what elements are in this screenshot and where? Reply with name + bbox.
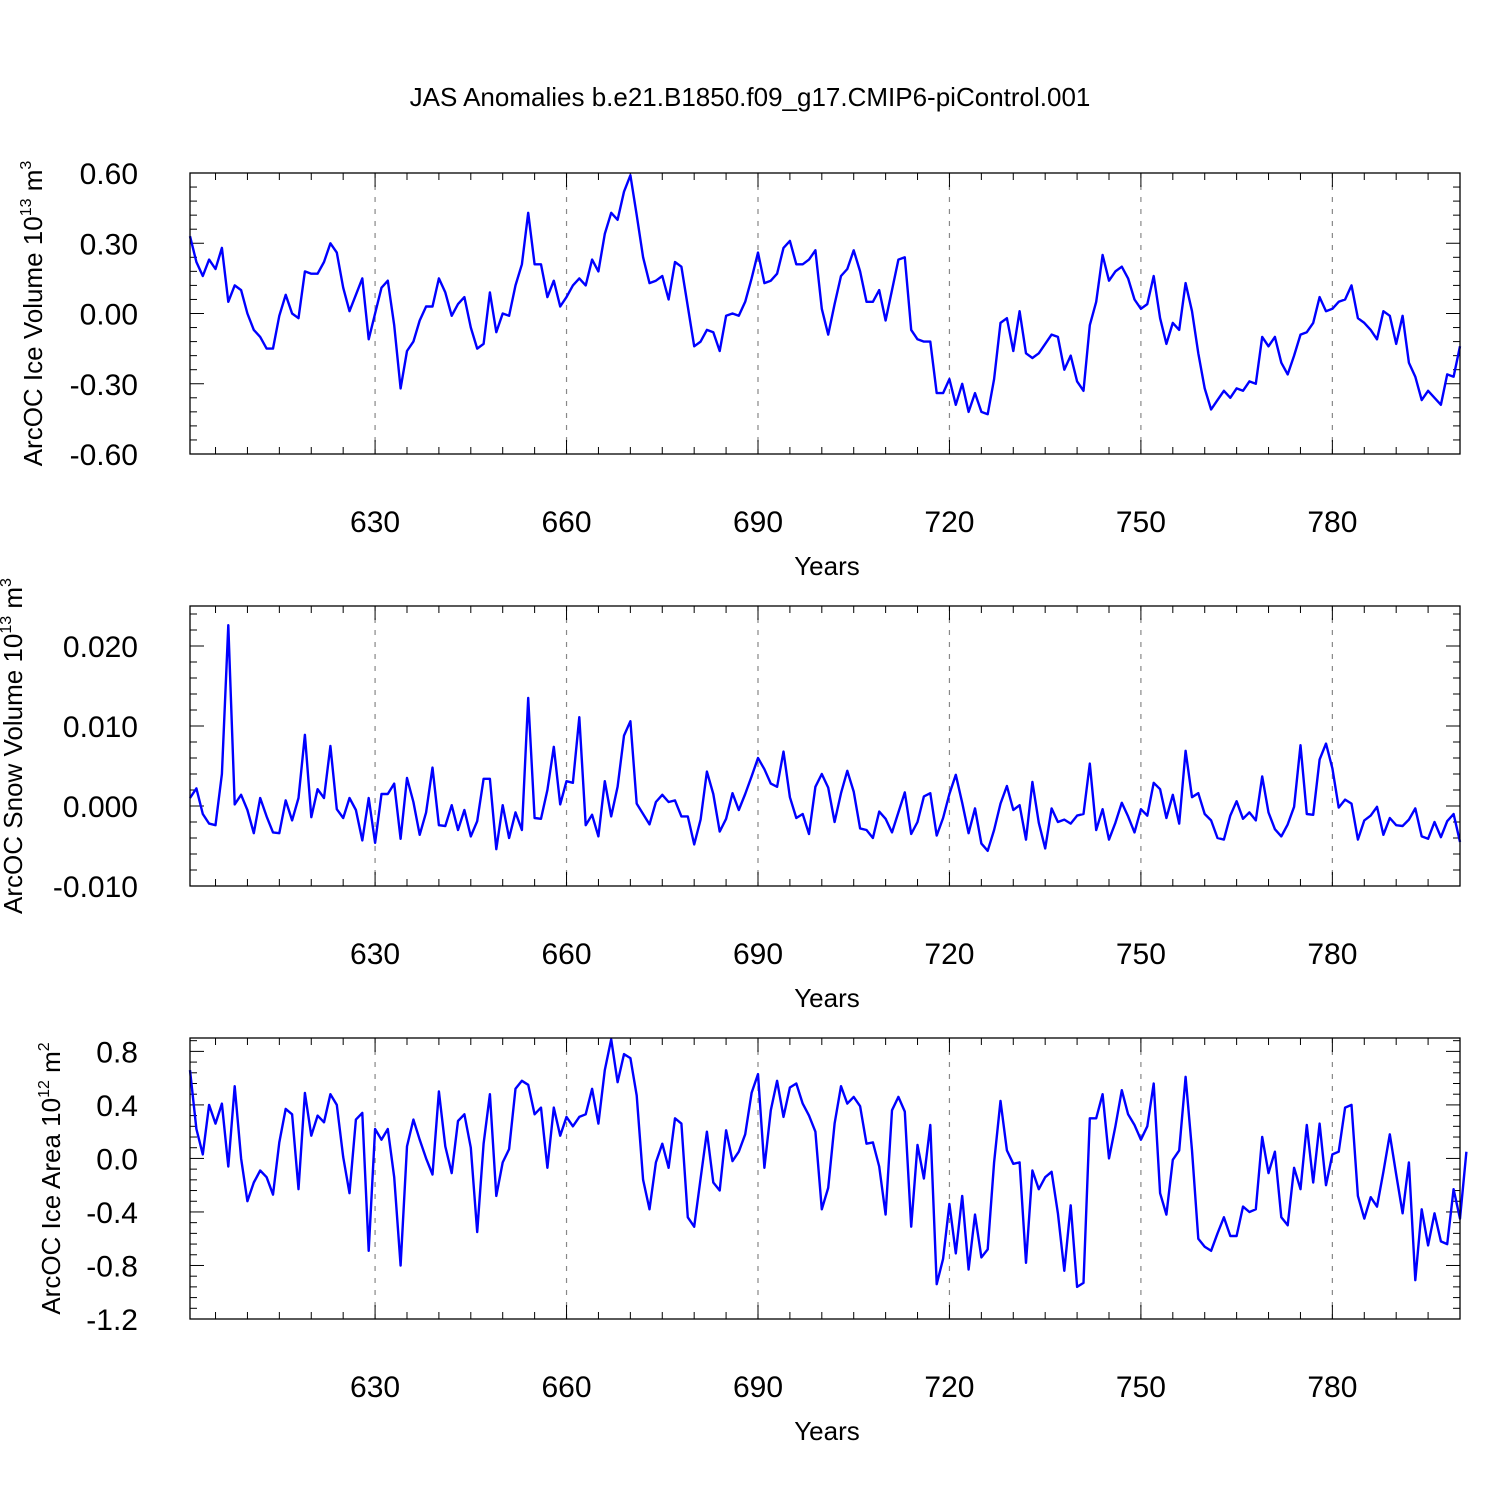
x-tick-label: 720 (924, 1371, 974, 1404)
plot-frame (189, 605, 1461, 887)
y-tick-label: 0.010 (63, 711, 138, 744)
x-tick-label: 690 (733, 506, 783, 539)
x-tick-label: 690 (733, 1371, 783, 1404)
x-tick-label: 780 (1307, 506, 1357, 539)
y-axis-label-unit-exponent: 3 (18, 161, 35, 170)
plot-frame (189, 1037, 1461, 1320)
y-axis-label-exponent: 12 (36, 1080, 53, 1098)
y-tick-label: -0.8 (86, 1250, 138, 1283)
x-tick-label: 750 (1116, 506, 1166, 539)
y-tick-label: 0.000 (63, 791, 138, 824)
y-axis-label-text: ArcOC Ice Volume 10 (18, 216, 48, 466)
y-tick-label: -0.4 (86, 1197, 138, 1230)
x-tick-label: 630 (350, 938, 400, 971)
x-tick-label: 660 (542, 938, 592, 971)
x-tick-label: 660 (542, 1371, 592, 1404)
x-tick-label: 750 (1116, 938, 1166, 971)
y-tick-label: -0.010 (53, 871, 138, 904)
y-tick-label: 0.30 (80, 228, 138, 261)
x-tick-label: 780 (1307, 1371, 1357, 1404)
x-axis-label: Years (794, 1416, 860, 1446)
x-tick-label: 660 (542, 506, 592, 539)
y-axis-label-unit: m (0, 587, 28, 616)
y-axis-label-exponent: 13 (0, 616, 15, 634)
y-axis-label: ArcOC Ice Volume 1013 m3 (18, 161, 48, 467)
x-tick-label: 630 (350, 1371, 400, 1404)
y-axis-label-unit: m (18, 170, 48, 199)
y-axis-label-text: ArcOC Snow Volume 10 (0, 634, 28, 914)
y-axis-label: ArcOC Ice Area 1012 m2 (36, 1042, 66, 1314)
x-tick-label: 720 (924, 938, 974, 971)
chart-title: JAS Anomalies b.e21.B1850.f09_g17.CMIP6-… (410, 82, 1091, 112)
y-tick-label: 0.020 (63, 631, 138, 664)
y-tick-label: 0.60 (80, 158, 138, 191)
y-axis-label-unit: m (36, 1051, 66, 1080)
x-tick-label: 630 (350, 506, 400, 539)
panel-ice-area: -1.2 -0.8 -0.4 0.0 0.4 0.8 630 660 690 720 750 780 Y… (36, 1036, 1468, 1446)
y-tick-label: -0.60 (70, 439, 138, 472)
panel-ice-volume: -0.60 -0.30 0.00 0.30 0.60 630 660 690 720 750 780… (18, 158, 1462, 581)
y-axis-label-unit-exponent: 2 (36, 1042, 53, 1051)
y-axis-label-text: ArcOC Ice Area 10 (36, 1098, 66, 1315)
y-axis-label-unit-exponent: 3 (0, 578, 15, 587)
y-tick-label: -0.30 (70, 369, 138, 402)
y-axis-label: ArcOC Snow Volume 1013 m3 (0, 578, 28, 914)
panel-snow-volume: -0.010 0.000 0.010 0.020 630 660 690 720 750 780 Y… (0, 578, 1462, 1013)
y-tick-label: 0.8 (96, 1036, 138, 1069)
y-axis-label-exponent: 13 (18, 198, 35, 216)
y-tick-label: 0.4 (96, 1090, 138, 1123)
x-axis-label: Years (794, 983, 860, 1013)
x-axis-label: Years (794, 551, 860, 581)
y-tick-label: -1.2 (86, 1304, 138, 1337)
x-tick-label: 720 (924, 506, 974, 539)
plot-frame (189, 172, 1461, 455)
series-line-ice-area (188, 1038, 1468, 1289)
y-tick-label: 0.00 (80, 299, 138, 332)
series-line-ice-volume (188, 174, 1462, 416)
series-line-snow-volume (189, 624, 1462, 852)
y-tick-label: 0.0 (96, 1143, 138, 1176)
x-tick-label: 690 (733, 938, 783, 971)
x-tick-label: 750 (1116, 1371, 1166, 1404)
x-tick-label: 780 (1307, 938, 1357, 971)
